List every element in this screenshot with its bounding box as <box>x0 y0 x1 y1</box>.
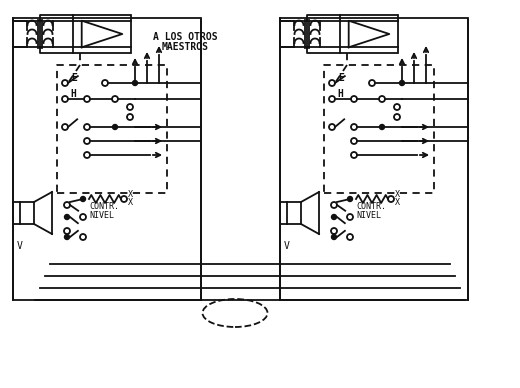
Text: MAESTROS: MAESTROS <box>162 42 209 52</box>
Circle shape <box>64 215 70 220</box>
Text: A LOS OTROS: A LOS OTROS <box>153 32 217 42</box>
Circle shape <box>399 80 405 85</box>
Bar <box>280 18 468 300</box>
Circle shape <box>380 125 384 130</box>
Circle shape <box>64 234 70 239</box>
Text: CONTR.: CONTR. <box>356 202 386 211</box>
Text: H: H <box>70 89 76 99</box>
Circle shape <box>332 215 336 220</box>
Text: NIVEL: NIVEL <box>89 211 114 220</box>
Bar <box>20 202 34 224</box>
Text: X: X <box>128 198 133 207</box>
Circle shape <box>81 196 85 201</box>
Circle shape <box>133 80 137 85</box>
Text: V: V <box>284 241 290 251</box>
Text: V: V <box>17 241 23 251</box>
Text: NIVEL: NIVEL <box>356 211 381 220</box>
Text: E: E <box>338 73 344 83</box>
Circle shape <box>347 196 353 201</box>
Text: X: X <box>395 198 400 207</box>
Text: H: H <box>337 89 343 99</box>
Bar <box>13 18 201 300</box>
Bar <box>340 15 398 53</box>
Text: X: X <box>395 190 400 199</box>
Bar <box>73 15 131 53</box>
Bar <box>287 202 301 224</box>
Text: E: E <box>71 73 77 83</box>
Text: X: X <box>128 190 133 199</box>
Circle shape <box>332 234 336 239</box>
Circle shape <box>112 125 118 130</box>
Text: CONTR.: CONTR. <box>89 202 119 211</box>
